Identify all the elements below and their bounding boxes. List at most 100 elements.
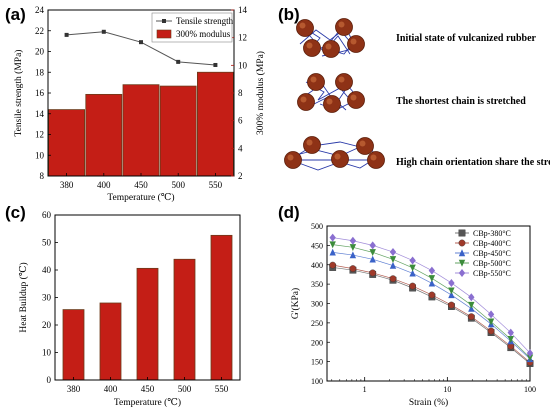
bar-modulus-380	[48, 109, 85, 177]
panel-b-caption-1: Initial state of vulcanized rubber	[396, 33, 537, 44]
point-CBp-450°C-1	[349, 251, 357, 259]
ytick-right-label: 6	[238, 116, 243, 126]
bar-modulus-550	[196, 71, 234, 177]
point-CBp-400°C-0	[329, 261, 337, 269]
particle-state3-3-shine	[359, 140, 366, 147]
point-CBp-500°C-6	[448, 287, 455, 295]
panel-a-letter: (a)	[5, 5, 26, 24]
xtick-label: 500	[178, 384, 192, 394]
point-CBp-500°C-9	[507, 335, 514, 343]
particle-state3-3	[356, 137, 374, 155]
ytick-label: 100	[311, 377, 323, 386]
panel-b-caption-2: The shortest chain is stretched	[396, 96, 526, 107]
particle-state3-1	[303, 136, 321, 154]
xtick-label: 380	[67, 384, 81, 394]
panel-b-caption-3: High chain orientation share the stress	[396, 157, 550, 168]
point-CBp-550°C-3	[389, 247, 397, 256]
point-CBp-500°C-0	[329, 241, 336, 249]
ytick-label: 20	[42, 320, 52, 330]
ytick-right-label: 4	[238, 143, 243, 153]
particle-state1-4	[347, 35, 365, 53]
ytick-label: 22	[35, 26, 44, 36]
ytick-right-label: 2	[238, 171, 243, 181]
ytick-right-label: 10	[238, 60, 248, 70]
legend-marker-CBp-380°C	[458, 229, 466, 237]
particle-state2-3	[323, 95, 341, 113]
ytick-label: 250	[311, 319, 323, 328]
legend-label-CBp-400°C: CBp-400°C	[473, 239, 511, 248]
legend-marker-CBp-500°C	[458, 259, 466, 267]
y-axis-label: Tensile strength (MPa)	[13, 50, 24, 137]
legend-label-CBp-500°C: CBp-500°C	[473, 259, 511, 268]
xtick-label: 100	[524, 385, 536, 394]
ytick-label: 500	[311, 222, 323, 231]
xtick-label: 380	[60, 180, 74, 190]
y-axis-right-label: 300% modulus (MPa)	[255, 51, 266, 135]
ytick-label: 200	[311, 338, 323, 347]
ytick-label: 60	[42, 210, 52, 220]
xtick-label: 400	[104, 384, 118, 394]
particle-state2-2	[297, 93, 315, 111]
point-CBp-400°C-6	[448, 301, 455, 309]
point-CBp-550°C-1	[349, 236, 357, 245]
legend-marker-CBp-550°C	[458, 269, 466, 277]
y-axis-label: G'(KPa)	[290, 288, 301, 319]
particle-state2-4-shine	[350, 94, 357, 101]
point-tensile-450	[139, 40, 143, 45]
chain-1a	[305, 28, 353, 55]
point-CBp-500°C-2	[369, 249, 376, 257]
ytick-label: 16	[35, 88, 45, 98]
ytick-label: 40	[42, 265, 52, 275]
point-CBp-500°C-4	[409, 264, 416, 272]
legend-label-tensile: Tensile strength	[176, 16, 234, 26]
point-CBp-500°C-1	[349, 244, 357, 252]
point-CBp-400°C-2	[369, 269, 377, 277]
ytick-label: 30	[42, 293, 52, 303]
x-axis-label: Strain (%)	[409, 397, 448, 408]
ytick-label: 12	[35, 130, 44, 140]
ytick-label: 300	[311, 300, 323, 309]
legend-label-CBp-380°C: CBp-380°C	[473, 229, 511, 238]
point-CBp-400°C-8	[487, 327, 495, 335]
point-CBp-450°C-4	[409, 269, 416, 277]
legend-bar-swatch	[156, 29, 172, 39]
particle-state2-0-shine	[310, 76, 317, 83]
legend-label-CBp-550°C: CBp-550°C	[473, 269, 511, 278]
point-tensile-380	[64, 32, 69, 37]
particle-state2-3-shine	[326, 98, 333, 105]
bar-modulus-400	[85, 93, 123, 177]
ytick-label: 150	[311, 358, 323, 367]
xtick-label: 1	[363, 385, 367, 394]
panel-b-schematic: Initial state of vulcanized rubber The s…	[284, 18, 550, 171]
xtick-label: 450	[141, 384, 155, 394]
particle-state2-2-shine	[300, 96, 307, 103]
particle-state2-1	[335, 73, 353, 91]
particle-state3-4	[367, 151, 385, 169]
point-CBp-500°C-7	[468, 301, 475, 309]
point-CBp-500°C-5	[428, 275, 436, 283]
particle-state1-4-shine	[350, 38, 357, 45]
point-CBp-450°C-3	[389, 261, 397, 269]
particle-state1-1	[335, 18, 353, 36]
ytick-label: 350	[311, 280, 323, 289]
particle-state1-0-shine	[299, 22, 306, 29]
x-axis-label: Temperature (℃)	[114, 397, 181, 408]
particle-state3-0	[284, 151, 302, 169]
ytick-label: 400	[311, 261, 323, 270]
bar-heat-380	[62, 309, 85, 381]
bar-heat-550	[210, 234, 233, 381]
ytick-label: 0	[47, 375, 52, 385]
chain-3d	[291, 145, 363, 157]
particle-state2-4	[347, 91, 365, 109]
particle-state1-3-shine	[325, 43, 332, 50]
point-CBp-400°C-1	[349, 265, 357, 273]
point-CBp-450°C-2	[369, 255, 376, 263]
particle-state3-2-shine	[334, 153, 341, 160]
point-CBp-400°C-5	[428, 291, 436, 299]
point-CBp-450°C-0	[329, 248, 336, 256]
particle-state1-0	[296, 19, 314, 37]
point-CBp-400°C-7	[467, 313, 475, 321]
ytick-label: 8	[40, 171, 45, 181]
point-CBp-550°C-7	[468, 293, 475, 302]
